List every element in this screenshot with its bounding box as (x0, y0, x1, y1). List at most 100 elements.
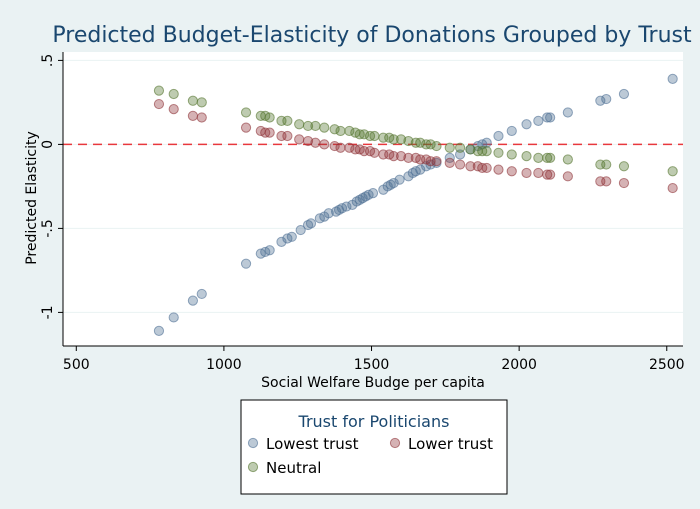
data-point (506, 125, 517, 137)
legend-label: Lowest trust (266, 435, 359, 453)
data-point (357, 193, 368, 204)
data-point (431, 156, 442, 167)
data-point (310, 120, 321, 132)
data-point (344, 125, 355, 137)
data-point (667, 73, 678, 84)
legend: Trust for Politicians Lowest trust Lower … (240, 399, 508, 495)
data-point (335, 125, 346, 137)
legend-label: Lower trust (408, 435, 493, 453)
data-point (276, 115, 287, 126)
data-point (196, 112, 207, 123)
data-point (196, 288, 207, 300)
plot-area (63, 52, 683, 346)
data-point (240, 122, 252, 133)
data-point (196, 97, 207, 108)
x-tick-label: 1000 (206, 357, 242, 373)
data-point (369, 130, 380, 142)
data-point (562, 154, 573, 165)
data-point (465, 144, 476, 155)
data-point (545, 152, 556, 163)
data-point (493, 130, 504, 142)
data-point (444, 157, 455, 168)
data-point (319, 122, 330, 133)
data-point (425, 139, 436, 150)
data-points (153, 73, 678, 336)
data-point (329, 140, 340, 152)
data-point (264, 245, 275, 256)
data-point (282, 115, 293, 126)
data-point (667, 166, 678, 177)
data-point (369, 147, 380, 158)
data-point (542, 112, 553, 123)
data-point (415, 164, 426, 175)
data-point (545, 112, 556, 123)
data-point (323, 208, 334, 219)
legend-entries: Lowest trust Lower trust Neutral (247, 435, 493, 477)
data-point (276, 236, 287, 247)
series-lower-trust (153, 98, 678, 194)
data-point (382, 181, 393, 192)
y-tick-label: -1 (40, 305, 56, 319)
data-point (542, 169, 553, 180)
data-point (454, 142, 466, 153)
data-point (403, 152, 414, 163)
data-point (187, 95, 199, 106)
data-point (465, 161, 476, 172)
data-point (601, 176, 612, 187)
data-point (394, 174, 405, 185)
legend-marker (247, 461, 259, 473)
x-tick-label: 2500 (649, 357, 685, 373)
data-point (395, 134, 407, 145)
legend-box (240, 399, 508, 495)
data-point (168, 104, 179, 115)
data-point (481, 162, 492, 174)
data-point (378, 132, 389, 143)
data-point (618, 88, 630, 100)
data-point (533, 167, 544, 179)
data-point (153, 98, 165, 110)
data-point (595, 176, 606, 187)
data-point (319, 139, 330, 150)
data-point (431, 140, 442, 152)
data-point (295, 224, 306, 236)
y-axis-label: Predicted Elasticity (24, 131, 40, 265)
gridlines (63, 59, 683, 313)
legend-label: Neutral (266, 459, 321, 477)
legend-marker (389, 437, 401, 449)
data-point (240, 107, 252, 118)
data-point (415, 137, 426, 148)
data-point (388, 134, 399, 145)
data-point (329, 124, 340, 135)
axes: -1 -.5 0 .5 500 1000 1500 2000 2500 (40, 52, 685, 373)
data-point (341, 201, 352, 212)
data-point (562, 107, 573, 118)
data-point (359, 146, 370, 157)
data-point (493, 147, 504, 158)
data-point (595, 95, 606, 106)
data-point (425, 156, 436, 167)
data-point (153, 325, 165, 336)
data-point (562, 171, 573, 182)
data-point (335, 142, 346, 153)
data-point (330, 206, 342, 217)
data-point (168, 312, 179, 323)
data-point (506, 166, 517, 177)
data-point (305, 218, 317, 229)
data-point (187, 110, 199, 121)
data-point (493, 164, 504, 175)
data-point (240, 258, 252, 269)
data-point (521, 151, 532, 162)
data-point (542, 152, 553, 163)
data-point (521, 119, 532, 130)
data-point (286, 231, 297, 242)
x-tick-label: 2000 (501, 357, 537, 373)
data-point (294, 134, 305, 145)
data-point (302, 120, 314, 132)
data-point (481, 146, 492, 157)
x-axis-label: Social Welfare Budge per capita (261, 375, 485, 391)
data-point (354, 194, 365, 205)
data-point (351, 196, 362, 207)
data-point (595, 159, 606, 170)
